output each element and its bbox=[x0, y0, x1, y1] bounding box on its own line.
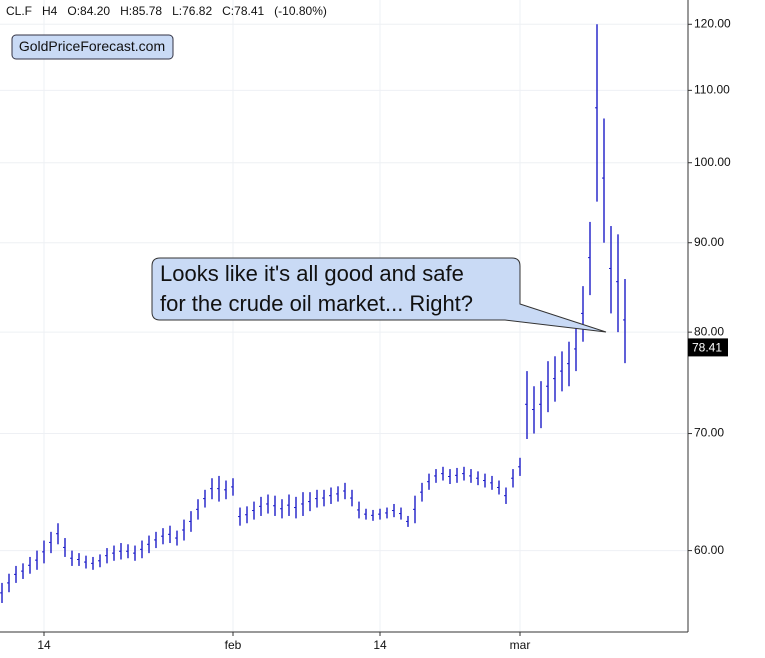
header-item: C:78.41 bbox=[222, 4, 264, 18]
x-tick-label: 14 bbox=[373, 638, 387, 652]
header: CL.F H4 O:84.20 H:85.78 L:76.82 C:78.41 (-10.8… bbox=[6, 4, 327, 18]
y-tick-label: 100.00 bbox=[694, 155, 731, 169]
header-item: H4 bbox=[42, 4, 58, 18]
y-tick-label: 70.00 bbox=[694, 426, 724, 440]
y-tick-label: 90.00 bbox=[694, 235, 724, 249]
header-item: (-10.80%) bbox=[274, 4, 327, 18]
x-tick-label: 14 bbox=[37, 638, 51, 652]
header-item: L:76.82 bbox=[172, 4, 212, 18]
annotation: for the crude oil market... Right? bbox=[160, 291, 473, 316]
x-tick-label: mar bbox=[510, 638, 531, 652]
header-item: CL.F bbox=[6, 4, 32, 18]
header-item: H:85.78 bbox=[120, 4, 162, 18]
last-price-label: 78.41 bbox=[692, 341, 722, 355]
y-tick-label: 80.00 bbox=[694, 324, 724, 338]
logo: GoldPriceForecast.com bbox=[19, 38, 165, 54]
price-bars bbox=[0, 24, 626, 603]
header-item: O:84.20 bbox=[67, 4, 110, 18]
last-price-box bbox=[688, 338, 728, 357]
logo-box bbox=[11, 34, 174, 60]
x-tick-label: feb bbox=[225, 638, 242, 652]
y-tick-label: 60.00 bbox=[694, 543, 724, 557]
callout-box bbox=[151, 257, 607, 333]
annotation: Looks like it's all good and safe bbox=[160, 261, 464, 286]
y-tick-label: 110.00 bbox=[694, 83, 730, 97]
y-tick-label: 120.00 bbox=[694, 16, 731, 30]
